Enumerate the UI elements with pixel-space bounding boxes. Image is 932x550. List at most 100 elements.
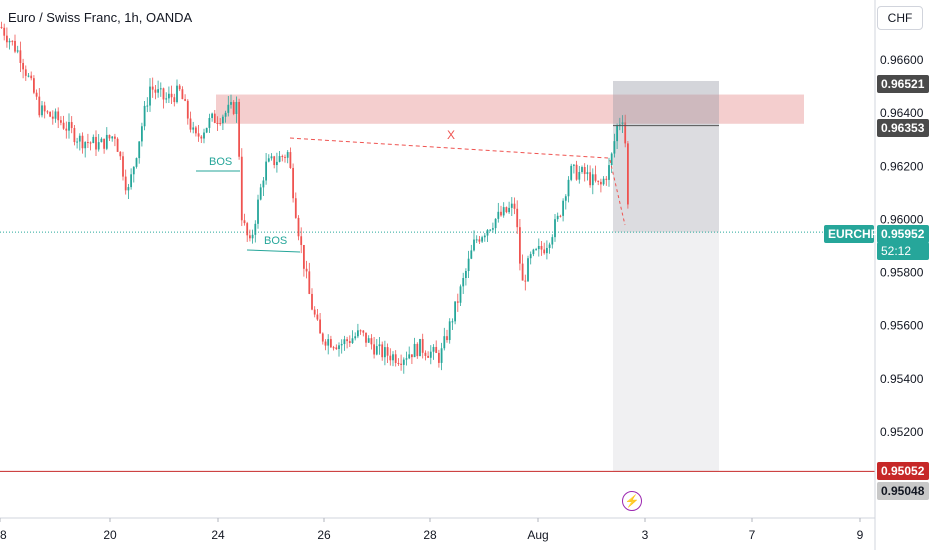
candle-body (548, 244, 551, 248)
candle-body (578, 171, 581, 180)
candle-body (357, 330, 359, 337)
candle-body (24, 69, 27, 76)
candle-body (492, 228, 494, 230)
candle-body (451, 321, 454, 323)
candle-body (165, 98, 168, 100)
candle-body (319, 319, 321, 334)
candle-body (49, 111, 51, 117)
candle-body (51, 116, 54, 119)
candle-body (489, 229, 492, 231)
candle-body (605, 178, 608, 180)
countdown-tag: 52:12 (877, 242, 929, 260)
candle-body (537, 245, 540, 250)
candle-body (284, 156, 286, 158)
candle-body (527, 258, 529, 282)
candle-body (297, 217, 300, 237)
candle-body (14, 40, 16, 52)
candle-body (573, 164, 575, 166)
candle-body (521, 263, 524, 281)
candle-body (446, 336, 448, 341)
candle-body (84, 142, 87, 149)
candle-body (132, 166, 135, 175)
lightning-bolt-icon[interactable]: ⚡ (622, 491, 642, 511)
candle-body (338, 345, 340, 350)
candle-body (46, 111, 49, 113)
time-tick-label: 7 (749, 528, 756, 542)
time-tick-label: 9 (857, 528, 864, 542)
candle-body (540, 245, 543, 250)
price-tick-label: 0.95400 (880, 372, 924, 386)
candle-body (3, 27, 6, 36)
candle-body (519, 227, 521, 264)
short-position-entry-area (613, 80, 719, 126)
candle-body (254, 223, 257, 235)
candle-body (159, 88, 162, 90)
candle-body (35, 92, 38, 97)
candle-body (570, 165, 573, 180)
candle-body (402, 359, 405, 365)
candle-body (224, 112, 227, 117)
candle-body (559, 215, 562, 217)
candle-body (367, 338, 370, 343)
candle-body (327, 339, 330, 346)
candle-body (546, 247, 548, 254)
candle-body (149, 86, 151, 106)
price-axis[interactable]: 0.95200 0.95400 0.95600 0.95800 0.96000 0.962… (880, 53, 924, 439)
candle-body (195, 127, 197, 134)
candle-body (181, 89, 184, 100)
candles-layer (0, 21, 629, 374)
bos-label-1: BOS (209, 156, 232, 168)
candle-body (475, 239, 478, 241)
candle-body (278, 156, 281, 162)
candle-body (608, 165, 610, 180)
candle-body (335, 347, 338, 350)
candle-body (197, 133, 200, 137)
candle-body (70, 122, 73, 129)
candle-body (230, 102, 232, 105)
candle-body (108, 134, 111, 139)
candle-body (343, 339, 346, 345)
candle-body (116, 138, 119, 152)
candle-body (238, 101, 240, 157)
time-tick-label: 26 (317, 528, 331, 542)
candle-body (478, 239, 481, 242)
candle-body (621, 122, 624, 125)
candle-body (251, 234, 254, 239)
candle-body (119, 151, 122, 157)
candle-body (124, 176, 127, 191)
candle-body (60, 120, 62, 123)
candle-body (262, 180, 265, 188)
time-axis[interactable]: 18 20 24 26 28 Aug 3 7 9 (0, 518, 864, 542)
candle-body (529, 254, 532, 259)
candle-body (122, 156, 124, 177)
candle-body (551, 237, 554, 245)
candle-body (38, 96, 41, 116)
candle-body (240, 156, 243, 221)
candle-body (292, 167, 294, 199)
candle-body (216, 122, 219, 124)
time-tick-label: 20 (103, 528, 117, 542)
candle-body (97, 142, 100, 150)
candle-body (81, 135, 84, 149)
candle-body (30, 75, 33, 79)
candle-body (211, 113, 213, 119)
candle-body (413, 343, 416, 358)
candle-body (427, 355, 429, 358)
candle-body (594, 174, 597, 181)
candle-body (176, 85, 178, 103)
currency-button[interactable]: CHF (877, 6, 923, 30)
grey-level-price-tag: 0.95048 (877, 482, 929, 500)
short-position-box[interactable] (613, 80, 719, 472)
candle-body (424, 352, 427, 356)
candle-body (208, 118, 211, 128)
candle-body (19, 50, 22, 63)
candle-body (429, 351, 432, 358)
box-top-price-tag: 0.96521 (877, 75, 929, 93)
candle-body (386, 347, 389, 356)
current-price-tag: 0.95952 (877, 225, 929, 243)
symbol-tag: EURCHF (824, 225, 878, 243)
candle-body (227, 104, 230, 113)
candle-body (308, 271, 311, 294)
candle-body (502, 207, 505, 216)
